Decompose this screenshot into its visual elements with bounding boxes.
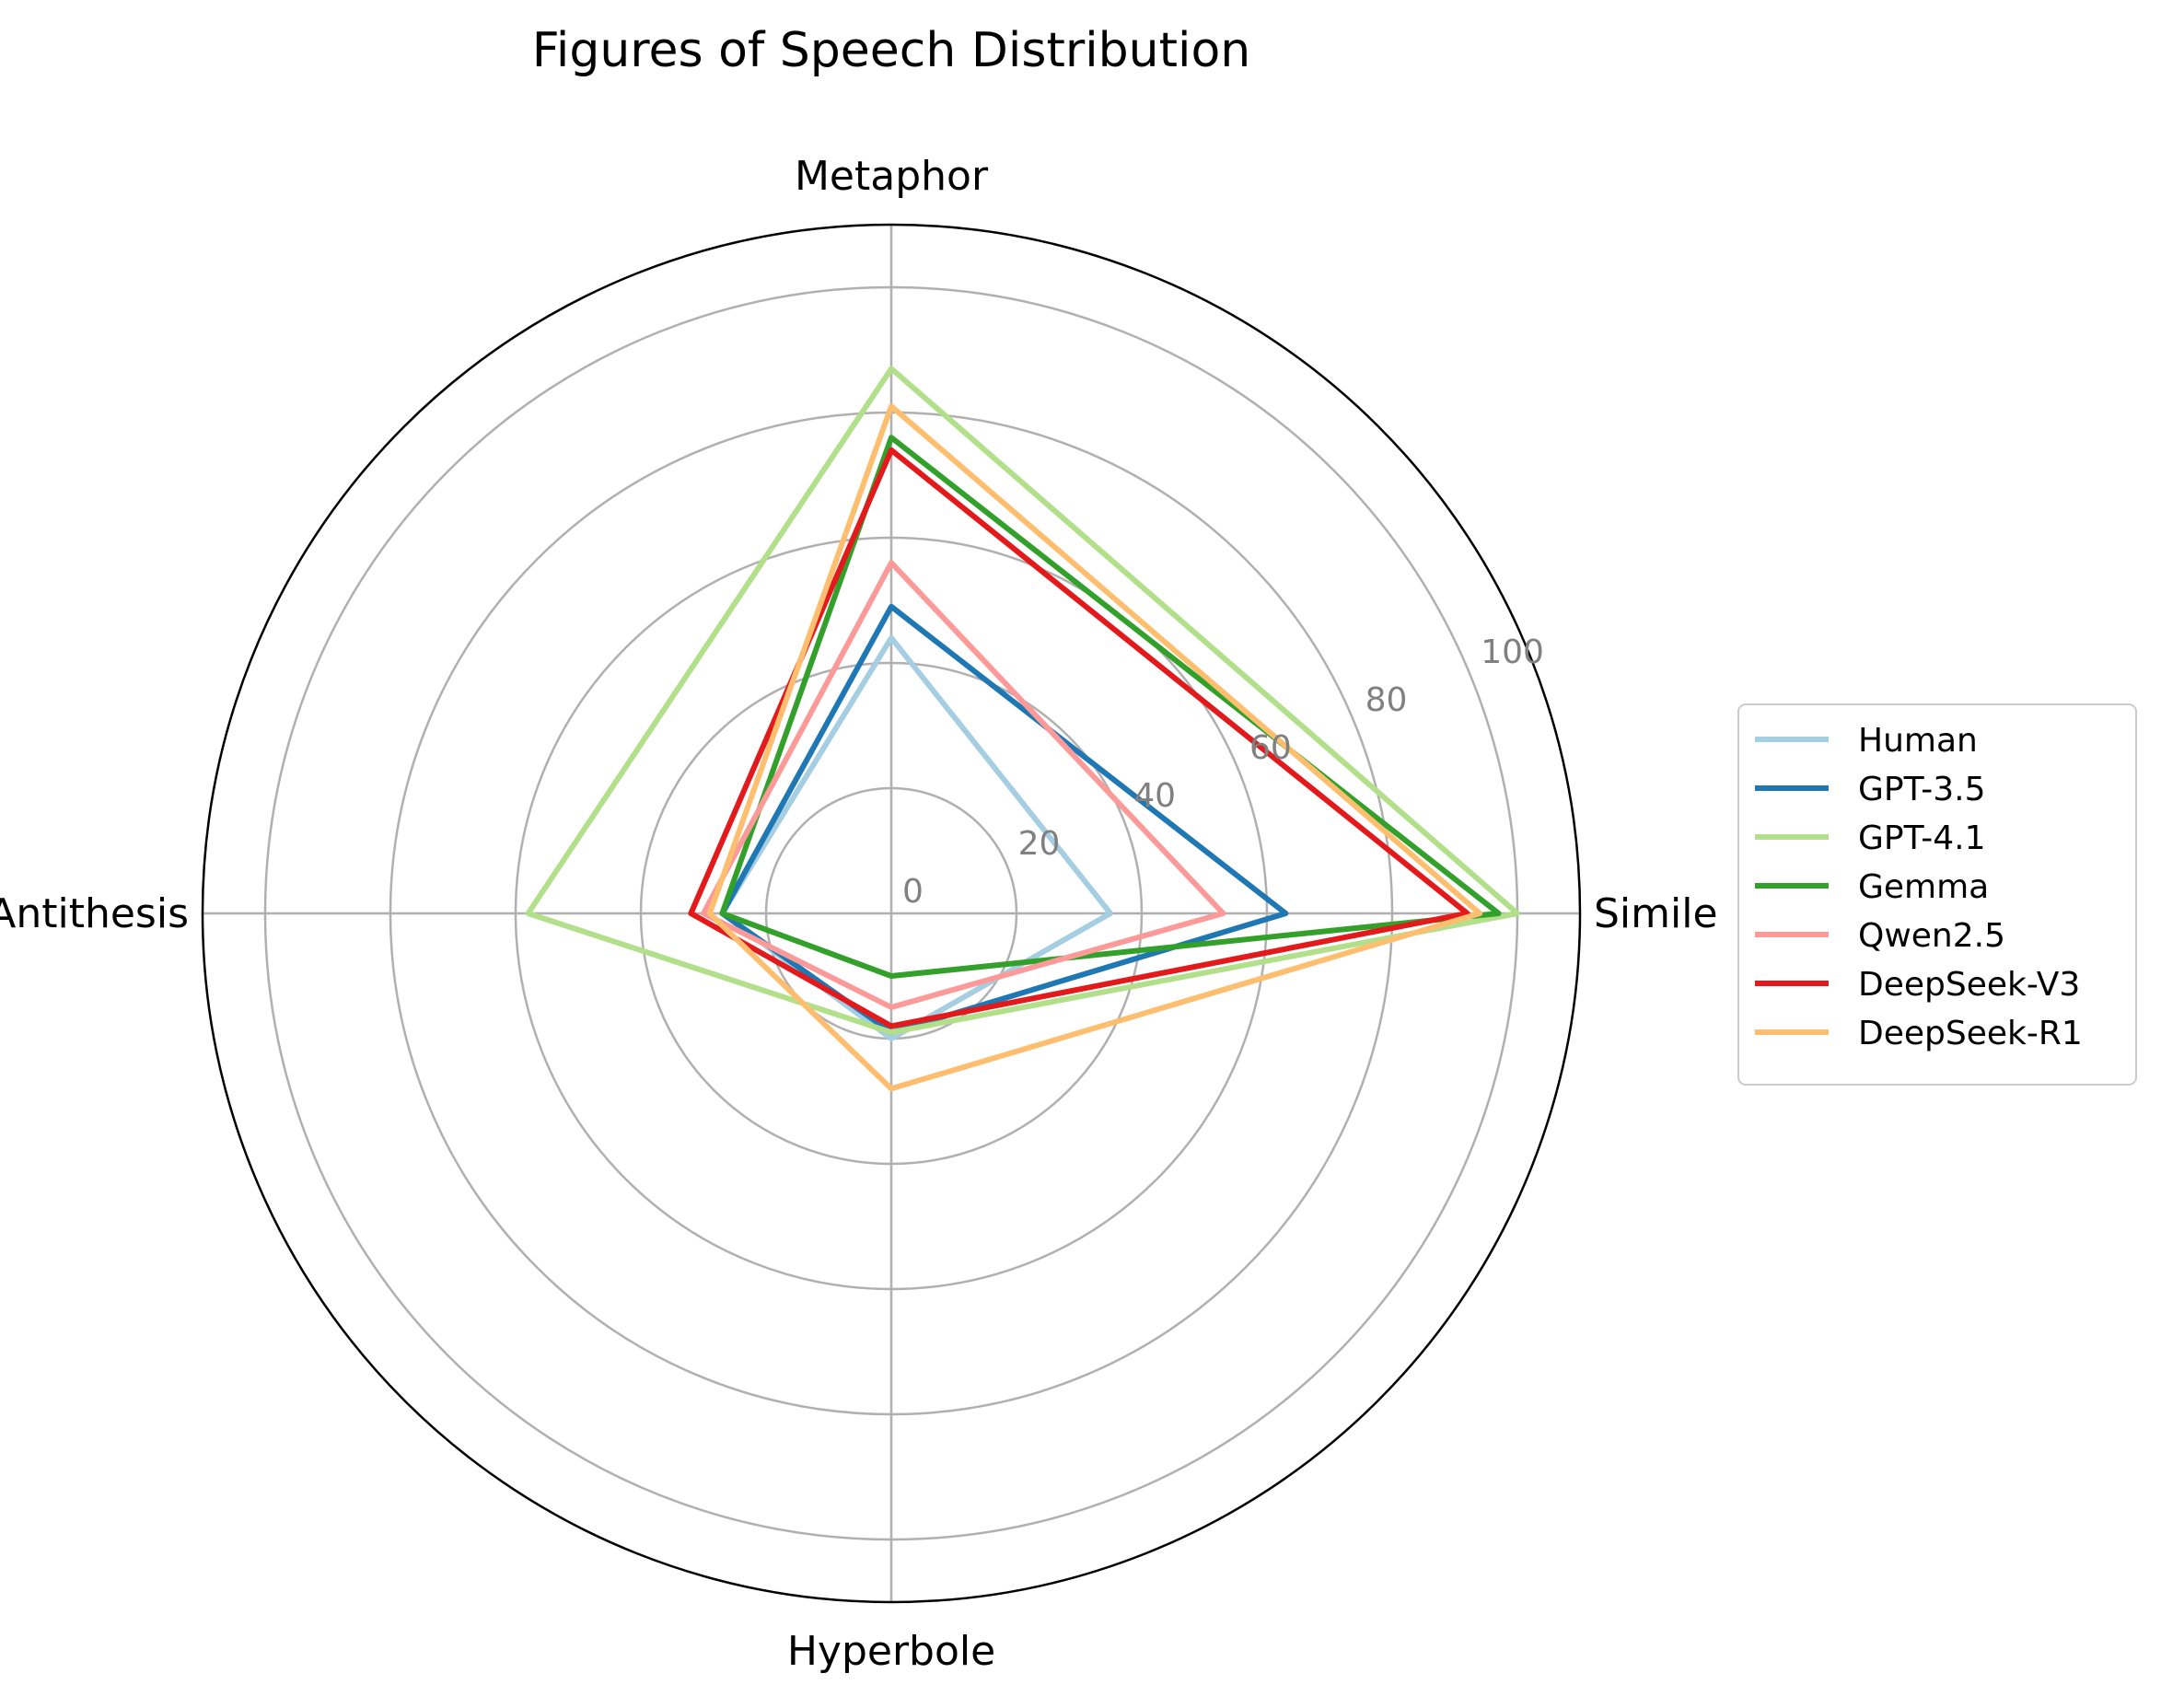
legend-label-gpt-4-1: GPT-4.1 bbox=[1858, 819, 1986, 857]
tick-label-20: 20 bbox=[1018, 825, 1061, 863]
legend-label-qwen2-5: Qwen2.5 bbox=[1858, 917, 2005, 955]
legend-items: Human GPT-3.5 GPT-4.1 Gemma Qwen2.5 DeepSeek-… bbox=[1755, 722, 2083, 1052]
tick-label-80: 80 bbox=[1365, 681, 1408, 719]
series-deepseek-r1 bbox=[706, 403, 1483, 1092]
series-qwen2-5 bbox=[701, 560, 1226, 1010]
legend-label-gpt-3-5: GPT-3.5 bbox=[1858, 771, 1986, 808]
tick-label-60: 60 bbox=[1249, 729, 1292, 767]
legend-label-human: Human bbox=[1858, 722, 1978, 760]
series-gemma bbox=[719, 435, 1502, 979]
tick-label-40: 40 bbox=[1133, 777, 1176, 815]
category-label-antithesis: Antithesis bbox=[0, 890, 189, 937]
legend-label-gemma: Gemma bbox=[1858, 868, 1989, 906]
legend-frame bbox=[1737, 703, 2137, 1086]
category-labels: Simile Metaphor Antithesis Hyperbole bbox=[0, 153, 1718, 1675]
category-label-metaphor: Metaphor bbox=[795, 153, 989, 200]
category-label-simile: Simile bbox=[1594, 890, 1718, 937]
tick-label-0: 0 bbox=[902, 873, 924, 911]
legend-label-deepseek-r1: DeepSeek-R1 bbox=[1858, 1015, 2083, 1052]
radial-ticks: 0 20 40 60 80 100 bbox=[902, 633, 1544, 911]
series-deepseek-v3 bbox=[688, 447, 1470, 1029]
radar-series bbox=[525, 366, 1520, 1092]
chart-title: Figures of Speech Distribution bbox=[532, 23, 1250, 78]
series-gpt-4-1 bbox=[525, 366, 1520, 1036]
radar-grid bbox=[201, 223, 1582, 1604]
category-label-hyperbole: Hyperbole bbox=[787, 1628, 995, 1675]
outer-frame bbox=[201, 223, 1582, 1604]
legend: Human GPT-3.5 GPT-4.1 Gemma Qwen2.5 DeepSeek-… bbox=[1737, 703, 2137, 1086]
tick-label-100: 100 bbox=[1481, 633, 1544, 671]
legend-label-deepseek-v3: DeepSeek-V3 bbox=[1858, 966, 2080, 1004]
